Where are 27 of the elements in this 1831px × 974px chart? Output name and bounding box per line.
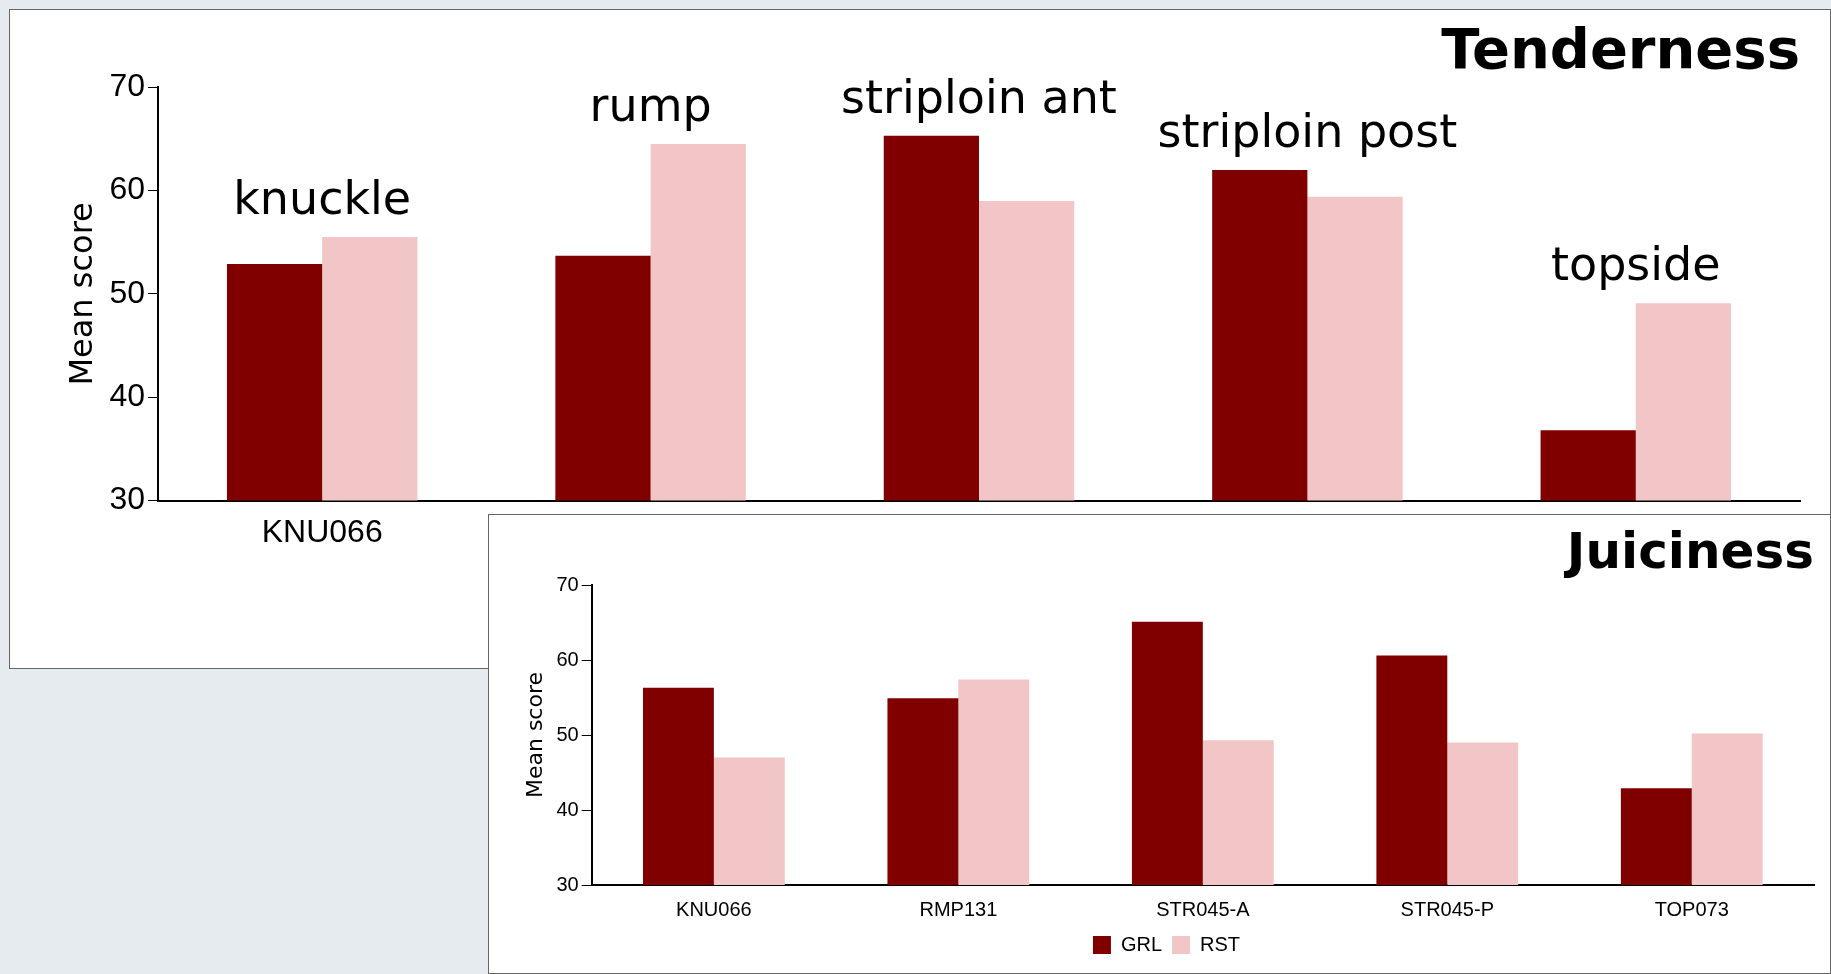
- legend-label: GRL: [1120, 932, 1163, 955]
- y-tick-label: 70: [556, 572, 579, 595]
- annotation: knuckle: [233, 171, 412, 226]
- y-tick-label: 30: [109, 480, 145, 517]
- chart-title: Tenderness: [1441, 16, 1800, 82]
- x-tick-label: RMP131: [919, 897, 998, 920]
- y-tick-label: 50: [556, 722, 579, 745]
- y-tick-label: 40: [556, 797, 579, 820]
- x-tick-label: KNU066: [261, 512, 383, 549]
- chart-title: Juiciness: [1563, 521, 1814, 580]
- y-axis-title: Mean score: [61, 202, 100, 386]
- legend-label: RST: [1200, 932, 1241, 955]
- annotation: topside: [1550, 237, 1721, 292]
- annotation: striploin ant: [841, 69, 1117, 124]
- annotation: striploin post: [1157, 103, 1458, 158]
- y-tick-label: 70: [109, 67, 145, 104]
- y-tick-label: 30: [556, 872, 579, 895]
- x-tick-label: STR045-P: [1400, 897, 1494, 920]
- y-axis-title: Mean score: [521, 671, 547, 799]
- y-tick-label: 40: [109, 377, 145, 414]
- x-tick-label: STR045-A: [1156, 897, 1251, 920]
- y-tick-label: 60: [109, 170, 145, 207]
- x-tick-label: TOP073: [1654, 897, 1729, 920]
- annotation: rump: [589, 78, 712, 132]
- y-tick-label: 50: [109, 273, 145, 310]
- x-tick-label: KNU066: [676, 897, 752, 920]
- y-tick-label: 60: [556, 647, 579, 670]
